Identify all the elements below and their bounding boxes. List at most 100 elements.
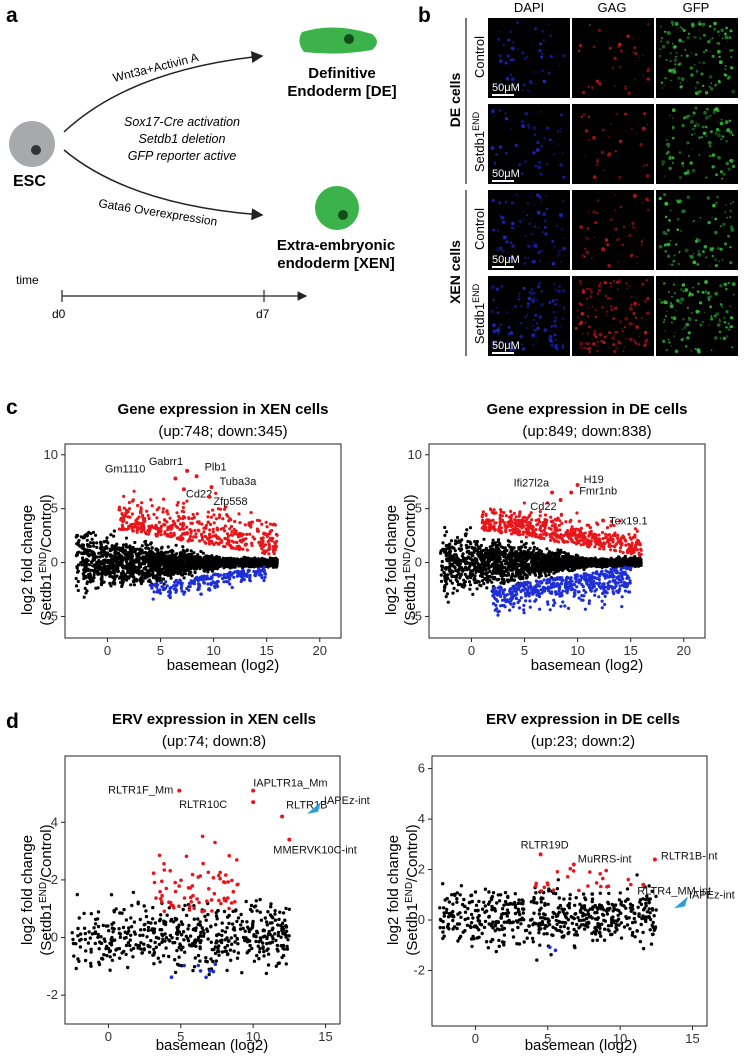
point-up — [121, 525, 125, 529]
point-ns — [440, 559, 444, 564]
micrograph-speck — [561, 289, 566, 293]
point-label: Tuba3a — [220, 476, 258, 488]
point-label: Gm1110 — [105, 464, 146, 476]
micrograph-speck — [549, 335, 553, 338]
micrograph-speck — [587, 325, 591, 329]
micrograph-speck — [545, 194, 548, 197]
micrograph-speck — [699, 323, 703, 327]
micrograph-speck — [593, 333, 596, 336]
x-tick-label: 15 — [623, 643, 637, 658]
micrograph-speck — [578, 302, 582, 306]
point-up — [207, 542, 212, 546]
micrograph-speck — [498, 145, 503, 150]
micrograph-speck — [509, 30, 513, 34]
point-ns — [98, 555, 102, 559]
point-up — [142, 518, 146, 522]
point-up — [133, 522, 137, 526]
x-tick-label: 5 — [521, 643, 528, 658]
micrograph-speck — [496, 328, 500, 333]
point-ns — [214, 564, 218, 569]
point-ns — [144, 546, 148, 550]
micrograph-speck — [717, 49, 721, 54]
group-de-label: DE cells — [447, 73, 463, 128]
point-ns — [442, 570, 446, 575]
point-ns — [154, 568, 158, 572]
micrograph-speck — [696, 72, 698, 74]
micrograph-speck — [675, 243, 678, 246]
point-down — [192, 578, 197, 583]
micrograph-speck — [519, 304, 523, 308]
micrograph-speck — [538, 195, 542, 200]
micrograph-speck — [642, 238, 644, 240]
point-up — [215, 526, 219, 530]
micrograph-speck — [680, 297, 685, 302]
y-tick-label: 0 — [415, 555, 422, 570]
point-ns — [144, 567, 148, 572]
point-up — [182, 522, 186, 526]
micrograph-speck — [537, 165, 542, 170]
micrograph-speck — [532, 318, 536, 322]
point-up — [267, 547, 272, 551]
point-up — [188, 528, 192, 532]
micrograph-speck — [541, 69, 544, 72]
micrograph-speck — [622, 350, 625, 353]
note-sox17: Sox17-Cre activation — [124, 115, 240, 129]
micrograph-speck — [608, 347, 610, 349]
point-ns — [135, 547, 139, 551]
point-up — [189, 521, 193, 525]
point-ns — [92, 544, 96, 548]
micrograph-speck — [671, 23, 675, 27]
micrograph-speck — [699, 217, 702, 219]
micrograph-speck — [597, 292, 600, 295]
point-ns — [506, 539, 510, 543]
micrograph-speck — [552, 310, 556, 314]
micrograph-speck — [672, 127, 675, 130]
micrograph-speck — [674, 63, 677, 66]
point-up — [238, 521, 242, 525]
point-down — [209, 581, 214, 586]
point-ns — [94, 533, 98, 537]
point-up — [223, 524, 227, 528]
point-up — [260, 551, 265, 555]
micrograph-speck — [507, 38, 511, 42]
micrograph-speck — [492, 323, 496, 328]
point-down — [260, 573, 264, 578]
point-up — [200, 532, 204, 536]
micrograph-speck — [592, 45, 596, 49]
micrograph-speck — [686, 336, 690, 340]
micrograph-speck — [724, 120, 729, 125]
point-up — [168, 534, 172, 539]
point-ns — [91, 530, 96, 535]
point-up — [247, 521, 251, 525]
micrograph-speck — [709, 247, 714, 252]
micrograph-speck — [631, 37, 634, 39]
micrograph-speck — [594, 315, 597, 319]
point-ns — [74, 576, 78, 581]
micrograph-speck — [671, 108, 676, 113]
micrograph-speck — [516, 193, 518, 196]
point-up — [262, 544, 266, 548]
point-ns — [202, 569, 207, 573]
point-up — [182, 501, 186, 505]
micrograph-speck — [532, 151, 536, 155]
point-up — [162, 522, 166, 526]
point-ns — [128, 566, 132, 570]
point-up — [195, 512, 199, 516]
micrograph-speck — [547, 71, 551, 75]
point-ns — [164, 550, 168, 555]
point-ns — [449, 539, 454, 543]
micrograph-speck — [680, 54, 683, 57]
micrograph-speck — [692, 220, 694, 223]
micrograph-speck — [693, 253, 695, 255]
micrograph-speck — [579, 320, 584, 325]
micrograph-speck — [724, 35, 729, 40]
micrograph-speck — [663, 243, 667, 247]
micrograph-speck — [731, 316, 734, 320]
point-ns — [85, 581, 89, 586]
point-ns — [455, 535, 460, 540]
micrograph-speck — [581, 290, 586, 294]
point-ns — [253, 560, 257, 564]
micrograph-speck — [615, 112, 619, 116]
point-ns — [195, 558, 199, 562]
micrograph-speck — [717, 30, 720, 33]
